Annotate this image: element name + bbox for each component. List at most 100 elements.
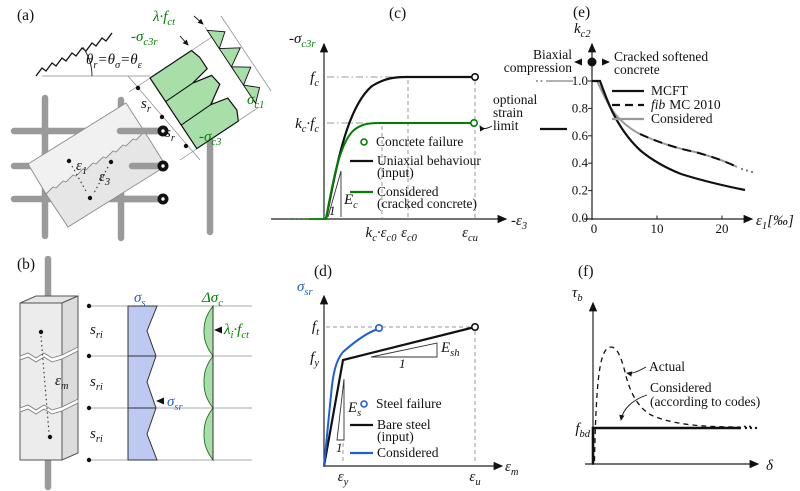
lambda-fct-label: λ·fct: [152, 9, 176, 28]
f-x-axis-label: δ: [766, 458, 774, 474]
sr-dot: [183, 143, 189, 149]
left-arrowhead-icon: [574, 58, 582, 66]
ecu-label: εcu: [462, 225, 478, 244]
epsy-label: εy: [338, 469, 349, 488]
considered-kc2-curve: [592, 80, 738, 168]
crack-angle-sketch: θr=θσ=θε: [35, 32, 150, 77]
note-line1: optional: [493, 92, 537, 107]
panel-f: (f) τb δ fbd Actual Considered (accordin…: [572, 263, 774, 474]
actual-label: Actual: [649, 359, 685, 374]
sr-dot: [159, 114, 165, 120]
kcec0-label: kc·εc0: [366, 225, 398, 244]
sigma-c1-axis-line: [220, 15, 272, 92]
c-y-axis-label: -σc3r: [289, 31, 316, 50]
legend-considered: Considered: [651, 111, 713, 126]
delta-sigma-c-label: Δσc: [201, 290, 223, 309]
actual-leader-arrow: [626, 366, 647, 377]
panel-d: (d) σsr εm Es 1 Esh 1 ft fy εy εu Steel …: [297, 263, 519, 488]
considered-label-2: (according to codes): [650, 394, 760, 409]
gauge-dot: [47, 434, 53, 440]
panel-c: (c) -σc3r -ε3 1 Ec fc kc·fc kc·εc0 εc0 ε…: [271, 5, 537, 244]
legend-steel-failure-marker: [360, 400, 368, 408]
ec0-label: εc0: [401, 225, 418, 244]
gauge-dot: [66, 158, 72, 164]
xtick-label: 0: [591, 221, 598, 236]
considered-leader-arrow: [619, 394, 648, 421]
legend-concrete-failure: Concrete failure: [376, 134, 463, 149]
Es-slope-triangle: [336, 378, 345, 441]
sigma-c3r-label: -σc3r: [131, 29, 158, 48]
legend-concrete-failure-marker: [360, 138, 368, 146]
ft-label: ft: [312, 319, 320, 338]
prism-crack: [19, 398, 79, 415]
gauge-line-epsm: [40, 335, 50, 434]
bare-steel-curve: [322, 325, 476, 467]
epsm-label: εm: [55, 373, 69, 392]
Ec-label: Ec: [343, 192, 358, 211]
e-y-axis-label: kc2: [574, 21, 591, 40]
ytick-label: 0.4: [572, 155, 589, 170]
panel-a-label: (a): [17, 7, 34, 24]
Ec-one: 1: [329, 203, 336, 218]
crack-zigzag-line: [35, 32, 113, 77]
considered-label-1: Considered: [650, 380, 712, 395]
concrete-failure-marker: [470, 73, 479, 82]
ytick-label: 0.0: [572, 210, 588, 225]
sri-label: sri: [90, 374, 103, 393]
fc-label: fc: [310, 70, 319, 89]
continuation-dot: [745, 169, 749, 172]
legend-mcft: MCFT: [651, 83, 689, 98]
panel-e: (e) kc2 ε1[‰] 1.0 0.8 0.6 0.4 0.2 0.0 0 …: [504, 4, 794, 236]
continuation-dot: [754, 426, 758, 430]
band-crack-line: [180, 104, 212, 126]
sigma-c3-profile: [149, 49, 239, 150]
Es-label: Es: [347, 400, 361, 419]
xtick-label: 10: [651, 221, 664, 236]
gauge-dot: [38, 329, 44, 335]
biaxial-label-1: Biaxial: [533, 47, 572, 62]
sigma-c1-tooth: [206, 29, 226, 50]
anchor-head-center: [161, 129, 165, 133]
stress-distributions: sri sri sri σs σsr Δσc λi·fct: [86, 290, 252, 463]
right-arrowhead-icon: [602, 58, 610, 66]
legend-considered-2: (cracked concrete): [377, 196, 477, 211]
considered-steel-curve: [323, 328, 379, 467]
panel-a: (a) θr=θσ=θε ε1 ε3: [10, 7, 272, 242]
ytick-label: 0.8: [572, 100, 588, 115]
eps3-label: ε3: [99, 169, 110, 188]
Esh-one: 1: [399, 356, 406, 371]
concrete-stress-lens: [203, 304, 214, 358]
steel-failure-marker: [374, 323, 383, 332]
ytick-label: 0.6: [572, 128, 589, 143]
note-arrow: [479, 125, 493, 132]
sigma-sr-arrow: [156, 397, 164, 405]
ytick-label: 1.0: [572, 73, 588, 88]
c-x-axis-label: -ε3: [511, 213, 527, 232]
angle-arc: [82, 47, 93, 77]
sigma-c1-tooth: [242, 84, 261, 105]
concrete-stress-band: sr sr λ·fct -σc3r σc1 -σc3: [127, 9, 272, 161]
legend-uniaxial-2: (input): [377, 165, 414, 180]
anchor-head-center: [161, 197, 165, 201]
considered-bond-line: [591, 426, 741, 464]
e-y-ticks: 1.0 0.8 0.6 0.4 0.2 0.0: [572, 73, 592, 225]
concrete-stress-lens: [203, 406, 214, 462]
prism-crack: [19, 346, 79, 363]
e-x-ticks: 0 10 20: [591, 215, 729, 236]
strain-limit-marker: [469, 119, 478, 128]
sigma-s-label: σs: [134, 290, 146, 309]
sigma-sr-label: σsr: [167, 394, 183, 413]
Esh-label: Esh: [440, 340, 460, 359]
panel-e-legend: MCFT fib MC 2010 Considered: [612, 83, 721, 126]
prism-side-face: [61, 295, 79, 461]
panel-f-label: (f): [578, 263, 594, 280]
e-x-axis-label: ε1[‰]: [756, 213, 794, 232]
legend-considered-1: Considered: [377, 184, 439, 199]
continuation-dot: [749, 425, 751, 428]
xtick-label: 20: [716, 221, 729, 236]
actual-bond-curve: [593, 346, 741, 462]
ytick-label: 0.2: [572, 183, 588, 198]
lambda-i-fct-label: λi·fct: [223, 322, 250, 341]
sigma-c1-label: σc1: [247, 92, 264, 111]
